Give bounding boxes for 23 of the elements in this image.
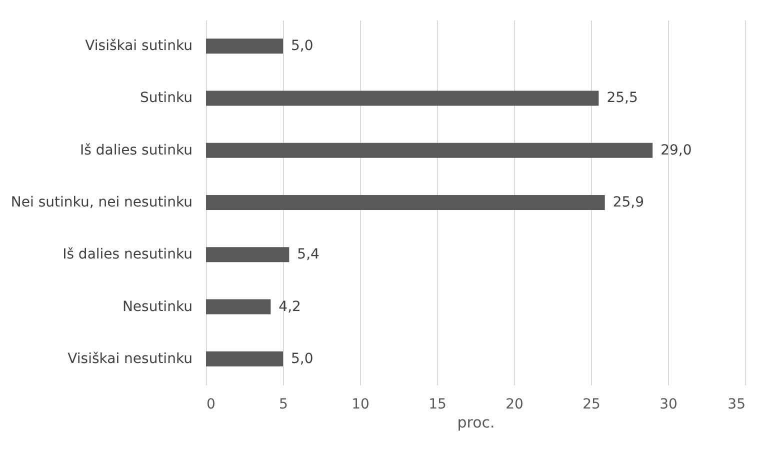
- data-label: 5,0: [291, 350, 314, 367]
- y-tick-label: Nei sutinku, nei nesutinku: [10, 194, 192, 210]
- x-tick-label: 5: [279, 396, 288, 412]
- data-label: 5,0: [291, 38, 314, 54]
- data-label: 5,4: [297, 246, 320, 263]
- y-tick-label: Iš dalies sutinku: [80, 142, 192, 158]
- x-tick-label: 10: [352, 396, 370, 412]
- x-tick-label: 20: [506, 396, 524, 412]
- data-label: 4,2: [278, 298, 301, 315]
- y-tick-label: Iš dalies nesutinku: [62, 246, 192, 263]
- y-tick-label: Visiškai sutinku: [85, 38, 192, 54]
- data-label: 25,5: [606, 90, 638, 106]
- x-axis-title: proc.: [457, 414, 495, 432]
- y-tick-label: Visiškai nesutinku: [68, 350, 192, 367]
- data-label: 25,9: [612, 194, 644, 210]
- y-tick-label: Nesutinku: [122, 298, 192, 315]
- x-tick-label: 0: [206, 396, 216, 412]
- x-tick-label: 35: [728, 396, 746, 412]
- x-tick-label: 30: [660, 396, 678, 412]
- y-tick-label: Sutinku: [140, 90, 192, 106]
- data-label: 29,0: [660, 142, 692, 158]
- x-tick-label: 15: [428, 396, 446, 412]
- x-tick-label: 25: [582, 396, 600, 412]
